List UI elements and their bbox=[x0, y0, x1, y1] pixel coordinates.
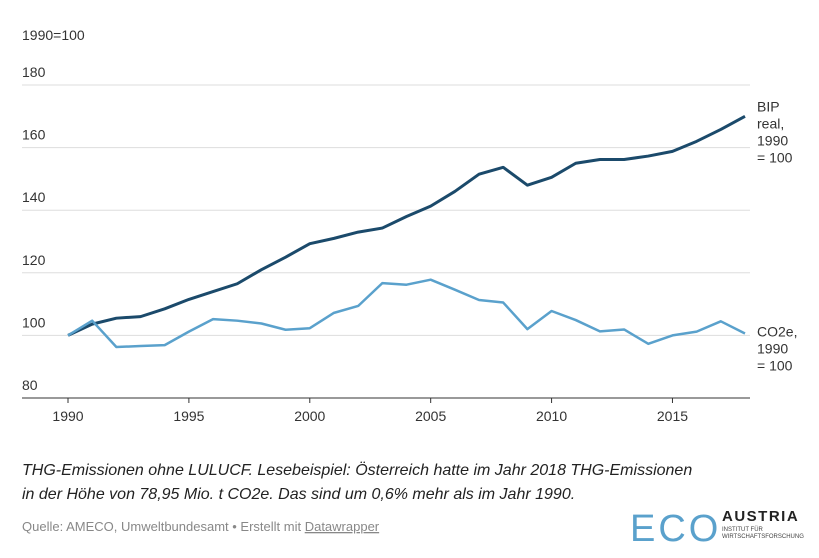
logo-sub: WIRTSCHAFTSFORSCHUNG bbox=[722, 534, 804, 540]
series-label: = 100 bbox=[757, 358, 793, 374]
y-tick-label: 120 bbox=[22, 252, 46, 268]
x-tick-label: 2015 bbox=[657, 408, 688, 424]
y-tick-label: 100 bbox=[22, 314, 46, 330]
series-label: 1990 bbox=[757, 132, 788, 148]
x-tick-label: 1995 bbox=[173, 408, 204, 424]
logo-mark: ECO bbox=[630, 508, 721, 550]
source-link[interactable]: Datawrapper bbox=[305, 519, 380, 534]
y-tick-label: 80 bbox=[22, 377, 38, 393]
series-label: BIP bbox=[757, 98, 780, 114]
source: Quelle: AMECO, Umweltbundesamt • Erstell… bbox=[22, 519, 380, 534]
series-label: CO2e, bbox=[757, 324, 797, 340]
source-text: Quelle: AMECO, Umweltbundesamt • Erstell… bbox=[22, 519, 305, 534]
caption: THG-Emissionen ohne LULUCF. Lesebeispiel… bbox=[22, 461, 692, 479]
unit-label: 1990=100 bbox=[22, 27, 85, 43]
y-tick-label: 160 bbox=[22, 127, 46, 143]
x-tick-label: 2010 bbox=[536, 408, 567, 424]
series-label: real, bbox=[757, 115, 784, 131]
logo-sub: INSTITUT FÜR bbox=[722, 526, 764, 533]
series-label: = 100 bbox=[757, 149, 793, 165]
series-line bbox=[67, 278, 746, 349]
logo-name: AUSTRIA bbox=[722, 508, 799, 525]
caption: in der Höhe von 78,95 Mio. t CO2e. Das s… bbox=[22, 486, 575, 503]
x-tick-label: 2000 bbox=[294, 408, 325, 424]
y-tick-label: 140 bbox=[22, 189, 46, 205]
x-tick-label: 1990 bbox=[52, 408, 83, 424]
y-tick-label: 180 bbox=[22, 64, 46, 80]
series-line bbox=[67, 114, 746, 337]
series-label: 1990 bbox=[757, 341, 788, 357]
x-tick-label: 2005 bbox=[415, 408, 446, 424]
